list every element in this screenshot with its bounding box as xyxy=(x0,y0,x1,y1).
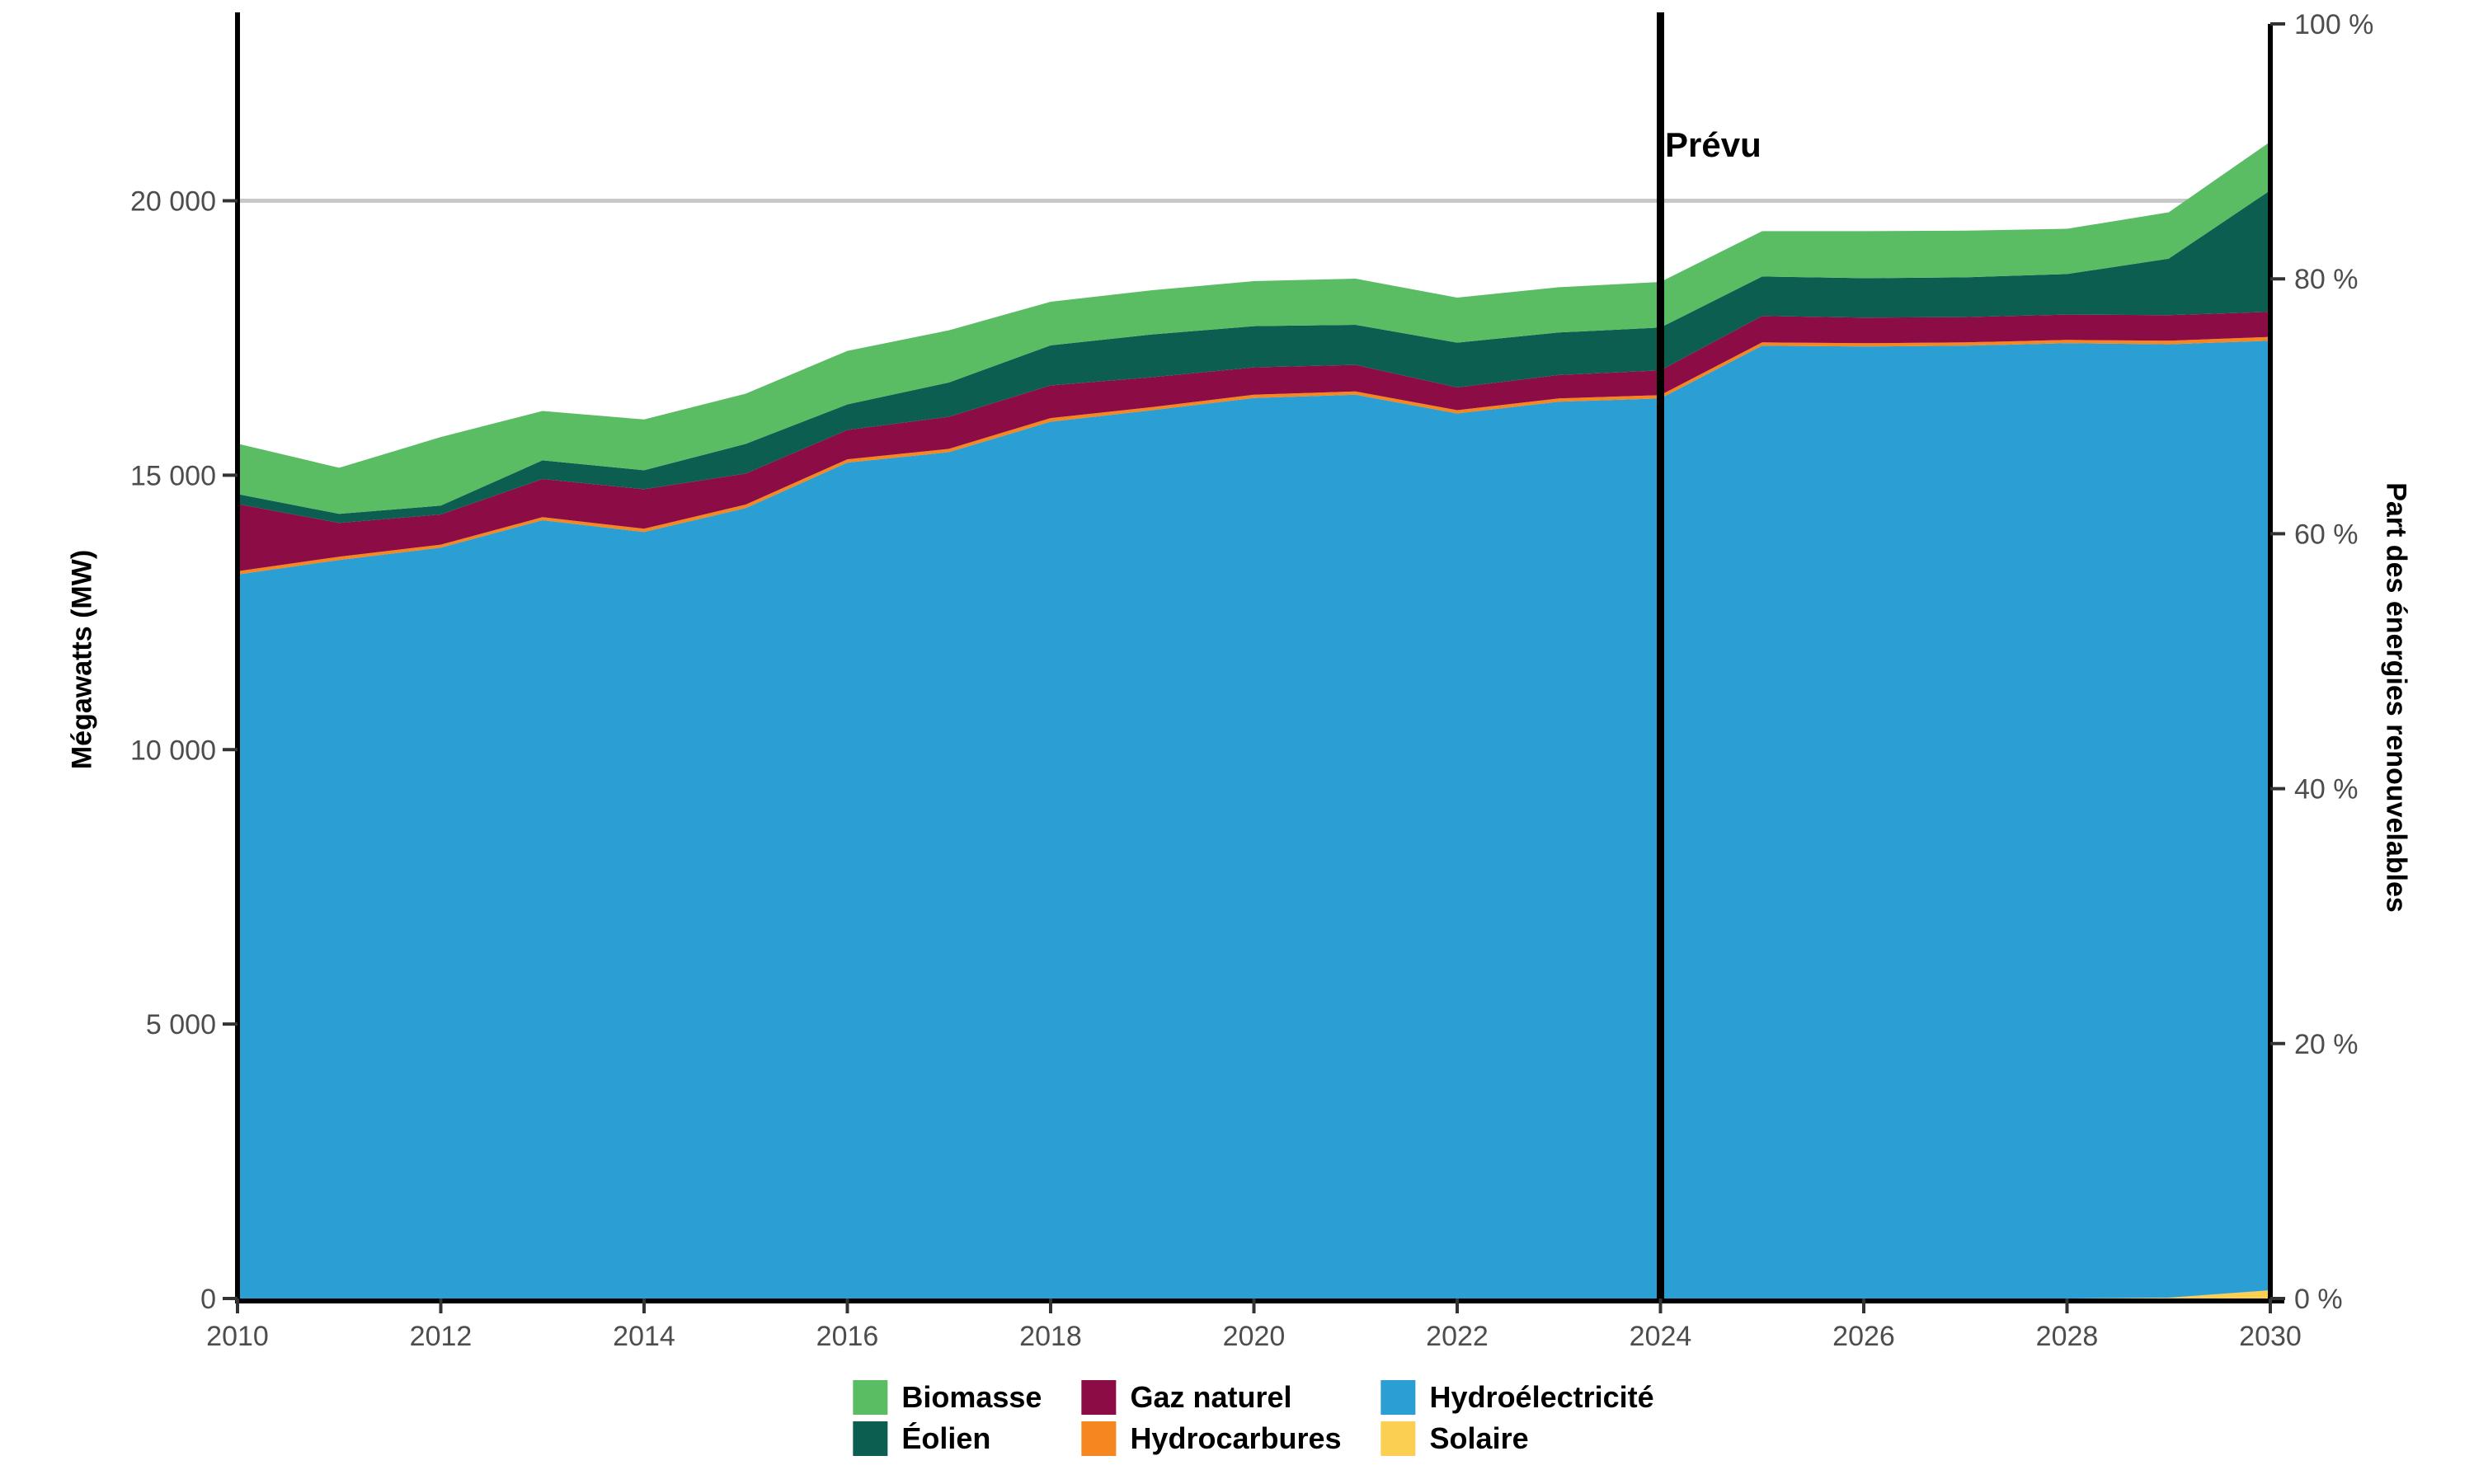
legend-item-eolien: Éolien xyxy=(853,1421,1042,1456)
x-axis-tick-label: 2012 xyxy=(410,1321,473,1352)
stacked-area-layers xyxy=(238,141,2270,1298)
y-axis-left-tick-label: 10 000 xyxy=(130,735,216,766)
y-axis-title-left-text: Mégawatts (MW) xyxy=(66,549,98,770)
y-axis-left-tick-label: 5 000 xyxy=(146,1009,216,1040)
y-axis-left-tick-label: 15 000 xyxy=(130,460,216,491)
legend-item-hydroelectricite: Hydroélectricité xyxy=(1380,1380,1654,1415)
y-axis-left-ticks xyxy=(223,199,238,1300)
forecast-annotation-label: Prévu xyxy=(1665,125,1761,164)
legend-swatch-hydrocarbures xyxy=(1081,1421,1117,1456)
legend-swatch-hydroelectricite xyxy=(1380,1380,1416,1415)
legend-swatch-eolien xyxy=(853,1421,888,1456)
x-axis-tick-label: 2020 xyxy=(1223,1321,1286,1352)
area-layer-Éolien xyxy=(238,190,2270,524)
area-layer-Biomasse xyxy=(238,141,2270,514)
x-axis-tick-label: 2030 xyxy=(2239,1321,2302,1352)
legend-label-solaire: Solaire xyxy=(1429,1421,1529,1455)
x-axis-tick-label: 2010 xyxy=(206,1321,269,1352)
legend-item-solaire: Solaire xyxy=(1380,1421,1654,1456)
legend-item-biomasse: Biomasse xyxy=(853,1380,1042,1415)
y-axis-right-tick-label: 60 % xyxy=(2294,519,2359,550)
legend-swatch-gaz-naturel xyxy=(1081,1380,1117,1415)
area-layer-Hydroélectricité xyxy=(238,340,2270,1298)
x-axis-tick-label: 2024 xyxy=(1630,1321,1692,1352)
y-axis-right-tick-label: 40 % xyxy=(2294,774,2359,805)
area-layer-Gaz naturel xyxy=(238,312,2270,571)
y-axis-left-tick-label: 0 xyxy=(200,1284,216,1315)
legend-label-biomasse: Biomasse xyxy=(901,1380,1042,1414)
y-axis-left-tick-label: 20 000 xyxy=(130,186,216,218)
chart-legend: Biomasse Éolien Gaz naturel Hydrocarbure… xyxy=(853,1380,1654,1456)
x-axis-tick-label: 2026 xyxy=(1832,1321,1895,1352)
legend-label-hydrocarbures: Hydrocarbures xyxy=(1130,1421,1342,1455)
legend-swatch-biomasse xyxy=(853,1380,888,1415)
x-axis-tick-label: 2014 xyxy=(613,1321,675,1352)
y-axis-right-tick-label: 80 % xyxy=(2294,264,2359,295)
legend-label-hydroelectricite: Hydroélectricité xyxy=(1429,1380,1654,1414)
x-axis-tick-label: 2018 xyxy=(1019,1321,1082,1352)
legend-swatch-solaire xyxy=(1380,1421,1416,1456)
x-axis-tick-label: 2022 xyxy=(1426,1321,1489,1352)
y-axis-right-tick-label: 20 % xyxy=(2294,1029,2359,1060)
legend-label-gaz-naturel: Gaz naturel xyxy=(1130,1380,1292,1414)
legend-item-gaz-naturel: Gaz naturel xyxy=(1081,1380,1341,1415)
x-axis-tick-label: 2028 xyxy=(2036,1321,2099,1352)
legend-item-hydrocarbures: Hydrocarbures xyxy=(1081,1421,1342,1456)
legend-label-eolien: Éolien xyxy=(901,1421,991,1455)
x-axis-ticks xyxy=(236,1298,2272,1313)
y-axis-right-tick-label: 100 % xyxy=(2294,9,2373,40)
y-axis-right-tick-label: 0 % xyxy=(2294,1284,2343,1315)
y-axis-title-right-text: Part des énergies renouvelables xyxy=(2380,482,2412,913)
x-axis-tick-label: 2016 xyxy=(816,1321,879,1352)
y-axis-right-ticks xyxy=(2270,22,2285,1300)
